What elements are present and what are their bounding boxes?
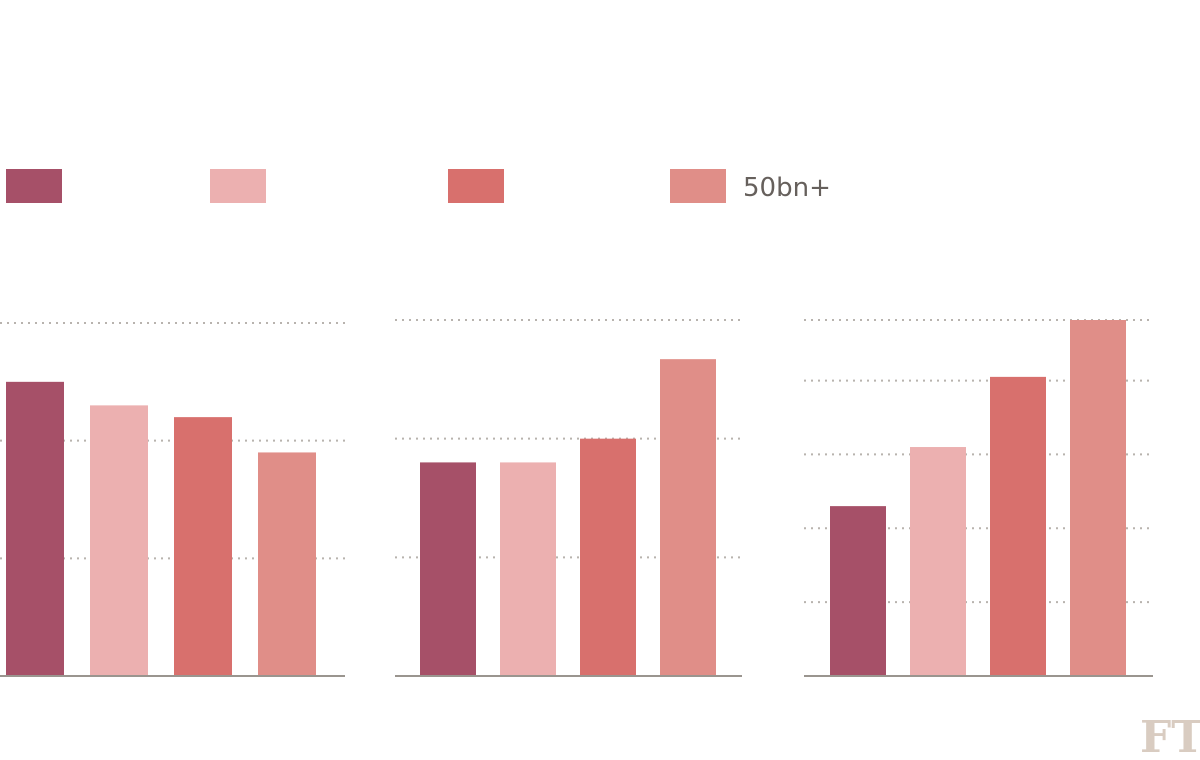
bar-panel2-series4 (660, 359, 716, 676)
ft-logo: FT (1140, 712, 1200, 760)
bar-panel1-series4 (258, 452, 316, 676)
legend-label-4: 50bn+ (743, 173, 831, 203)
bar-panel2-series1 (420, 462, 476, 676)
bar-panel3-series1 (830, 506, 886, 676)
bar-panel2-series2 (500, 462, 556, 676)
legend: 50bn+ (6, 169, 831, 203)
panel-1 (0, 322, 345, 677)
legend-swatch-3 (448, 169, 504, 203)
bar-panel3-series2 (910, 447, 966, 676)
bar-panel1-series1 (6, 381, 64, 676)
panel-3 (804, 319, 1153, 677)
panel-2 (395, 319, 742, 677)
bar-panel1-series2 (90, 405, 148, 676)
bar-panel3-series3 (990, 376, 1046, 676)
legend-swatch-1 (6, 169, 62, 203)
legend-swatch-4 (670, 169, 726, 203)
chart-panels (0, 319, 1153, 677)
bar-panel1-series3 (174, 417, 232, 676)
bar-panel2-series3 (580, 438, 636, 676)
legend-swatch-2 (210, 169, 266, 203)
bar-panel3-series4 (1070, 320, 1126, 676)
